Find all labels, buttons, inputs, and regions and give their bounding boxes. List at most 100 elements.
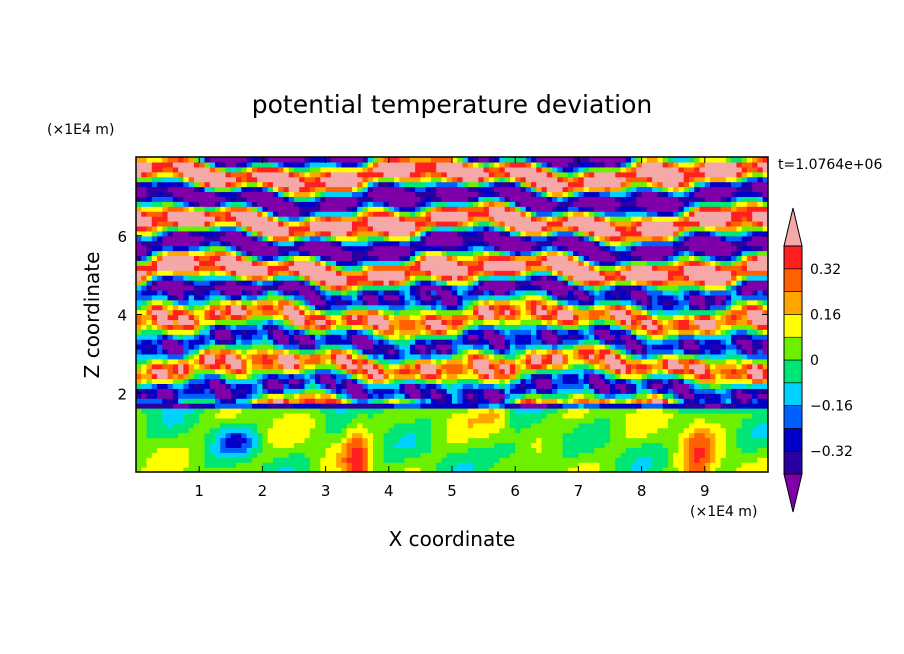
contour-cell <box>509 358 516 365</box>
contour-cell <box>604 378 611 385</box>
contour-cell <box>636 373 643 380</box>
contour-cell <box>283 422 290 429</box>
contour-cell <box>483 358 490 365</box>
contour-cell <box>378 403 385 409</box>
contour-cell <box>141 294 148 301</box>
contour-cell <box>351 309 358 316</box>
contour-cell <box>241 329 248 335</box>
contour-cell <box>504 289 511 296</box>
contour-cell <box>583 294 590 301</box>
contour-cell <box>604 467 611 472</box>
contour-cell <box>278 309 285 316</box>
contour-cell <box>689 383 695 389</box>
contour-cell <box>746 457 753 463</box>
contour-cell <box>678 275 685 281</box>
contour-cell <box>299 265 306 271</box>
contour-cell <box>652 467 658 472</box>
contour-cell <box>657 275 664 281</box>
contour-cell <box>325 378 332 385</box>
contour-cell <box>262 314 269 321</box>
contour-cell <box>683 348 690 355</box>
contour-cell <box>578 378 585 385</box>
contour-cell <box>625 319 632 325</box>
contour-cell <box>662 378 669 385</box>
contour-cell <box>183 324 190 330</box>
contour-cell <box>541 417 548 424</box>
contour-cell <box>146 412 153 419</box>
contour-cell <box>646 378 653 385</box>
contour-cell <box>578 289 585 296</box>
contour-cell <box>267 442 274 448</box>
contour-cell <box>383 339 390 345</box>
contour-cell <box>409 314 416 321</box>
contour-cell <box>278 265 285 271</box>
contour-cell <box>230 275 237 281</box>
contour-cell <box>657 329 664 335</box>
contour-cell <box>741 270 748 276</box>
contour-cell <box>552 447 558 453</box>
contour-cell <box>288 412 295 419</box>
contour-cell <box>494 388 500 394</box>
contour-cell <box>225 324 232 330</box>
contour-cell <box>746 447 753 453</box>
contour-cell <box>262 388 269 394</box>
contour-cell <box>383 378 390 385</box>
contour-cell <box>288 265 295 271</box>
contour-cell <box>699 403 706 409</box>
contour-cell <box>509 289 516 296</box>
contour-cell <box>478 284 485 291</box>
contour-cell <box>588 378 595 385</box>
contour-cell <box>294 437 300 444</box>
contour-cell <box>704 422 711 429</box>
contour-cell <box>425 348 432 355</box>
contour-cell <box>657 383 664 389</box>
contour-cell <box>151 299 158 306</box>
contour-cell <box>351 427 358 434</box>
contour-cell <box>162 437 169 444</box>
contour-cell <box>488 368 495 375</box>
contour-cell <box>346 412 353 419</box>
contour-cell <box>246 368 253 375</box>
contour-cell <box>646 275 653 281</box>
contour-cell <box>546 457 553 463</box>
y-axis-unit: (×1E4 m) <box>47 122 114 138</box>
contour-cell <box>141 270 148 276</box>
contour-cell <box>446 442 453 448</box>
contour-cell <box>662 452 669 458</box>
contour-cell <box>225 432 232 439</box>
contour-cell <box>515 324 522 330</box>
contour-cell <box>731 422 737 429</box>
contour-cell <box>494 334 500 340</box>
contour-cell <box>710 462 716 468</box>
contour-cell <box>689 467 695 472</box>
contour-cell <box>309 348 316 355</box>
contour-cell <box>636 270 643 276</box>
contour-cell <box>441 457 448 463</box>
contour-cell <box>494 383 500 389</box>
contour-cell <box>283 353 290 360</box>
contour-cell <box>467 334 474 340</box>
contour-cell <box>299 412 306 419</box>
contour-cell <box>167 304 174 311</box>
contour-cell <box>325 427 332 434</box>
contour-cell <box>583 378 590 385</box>
contour-cell <box>488 284 495 291</box>
contour-cell <box>594 447 601 453</box>
contour-cell <box>594 348 601 355</box>
contour-cell <box>246 339 253 345</box>
contour-cell <box>483 383 490 389</box>
contour-cell <box>209 324 216 330</box>
contour-cell <box>610 324 616 330</box>
contour-cell <box>183 348 190 355</box>
contour-cell <box>367 437 374 444</box>
contour-cell <box>720 383 727 389</box>
contour-cell <box>357 398 364 404</box>
contour-cell <box>446 403 453 409</box>
contour-cell <box>583 457 590 463</box>
contour-cell <box>673 462 680 468</box>
contour-cell <box>494 467 500 472</box>
contour-cell <box>525 284 532 291</box>
contour-cell <box>151 265 158 271</box>
contour-cell <box>336 275 342 281</box>
contour-cell <box>673 383 680 389</box>
